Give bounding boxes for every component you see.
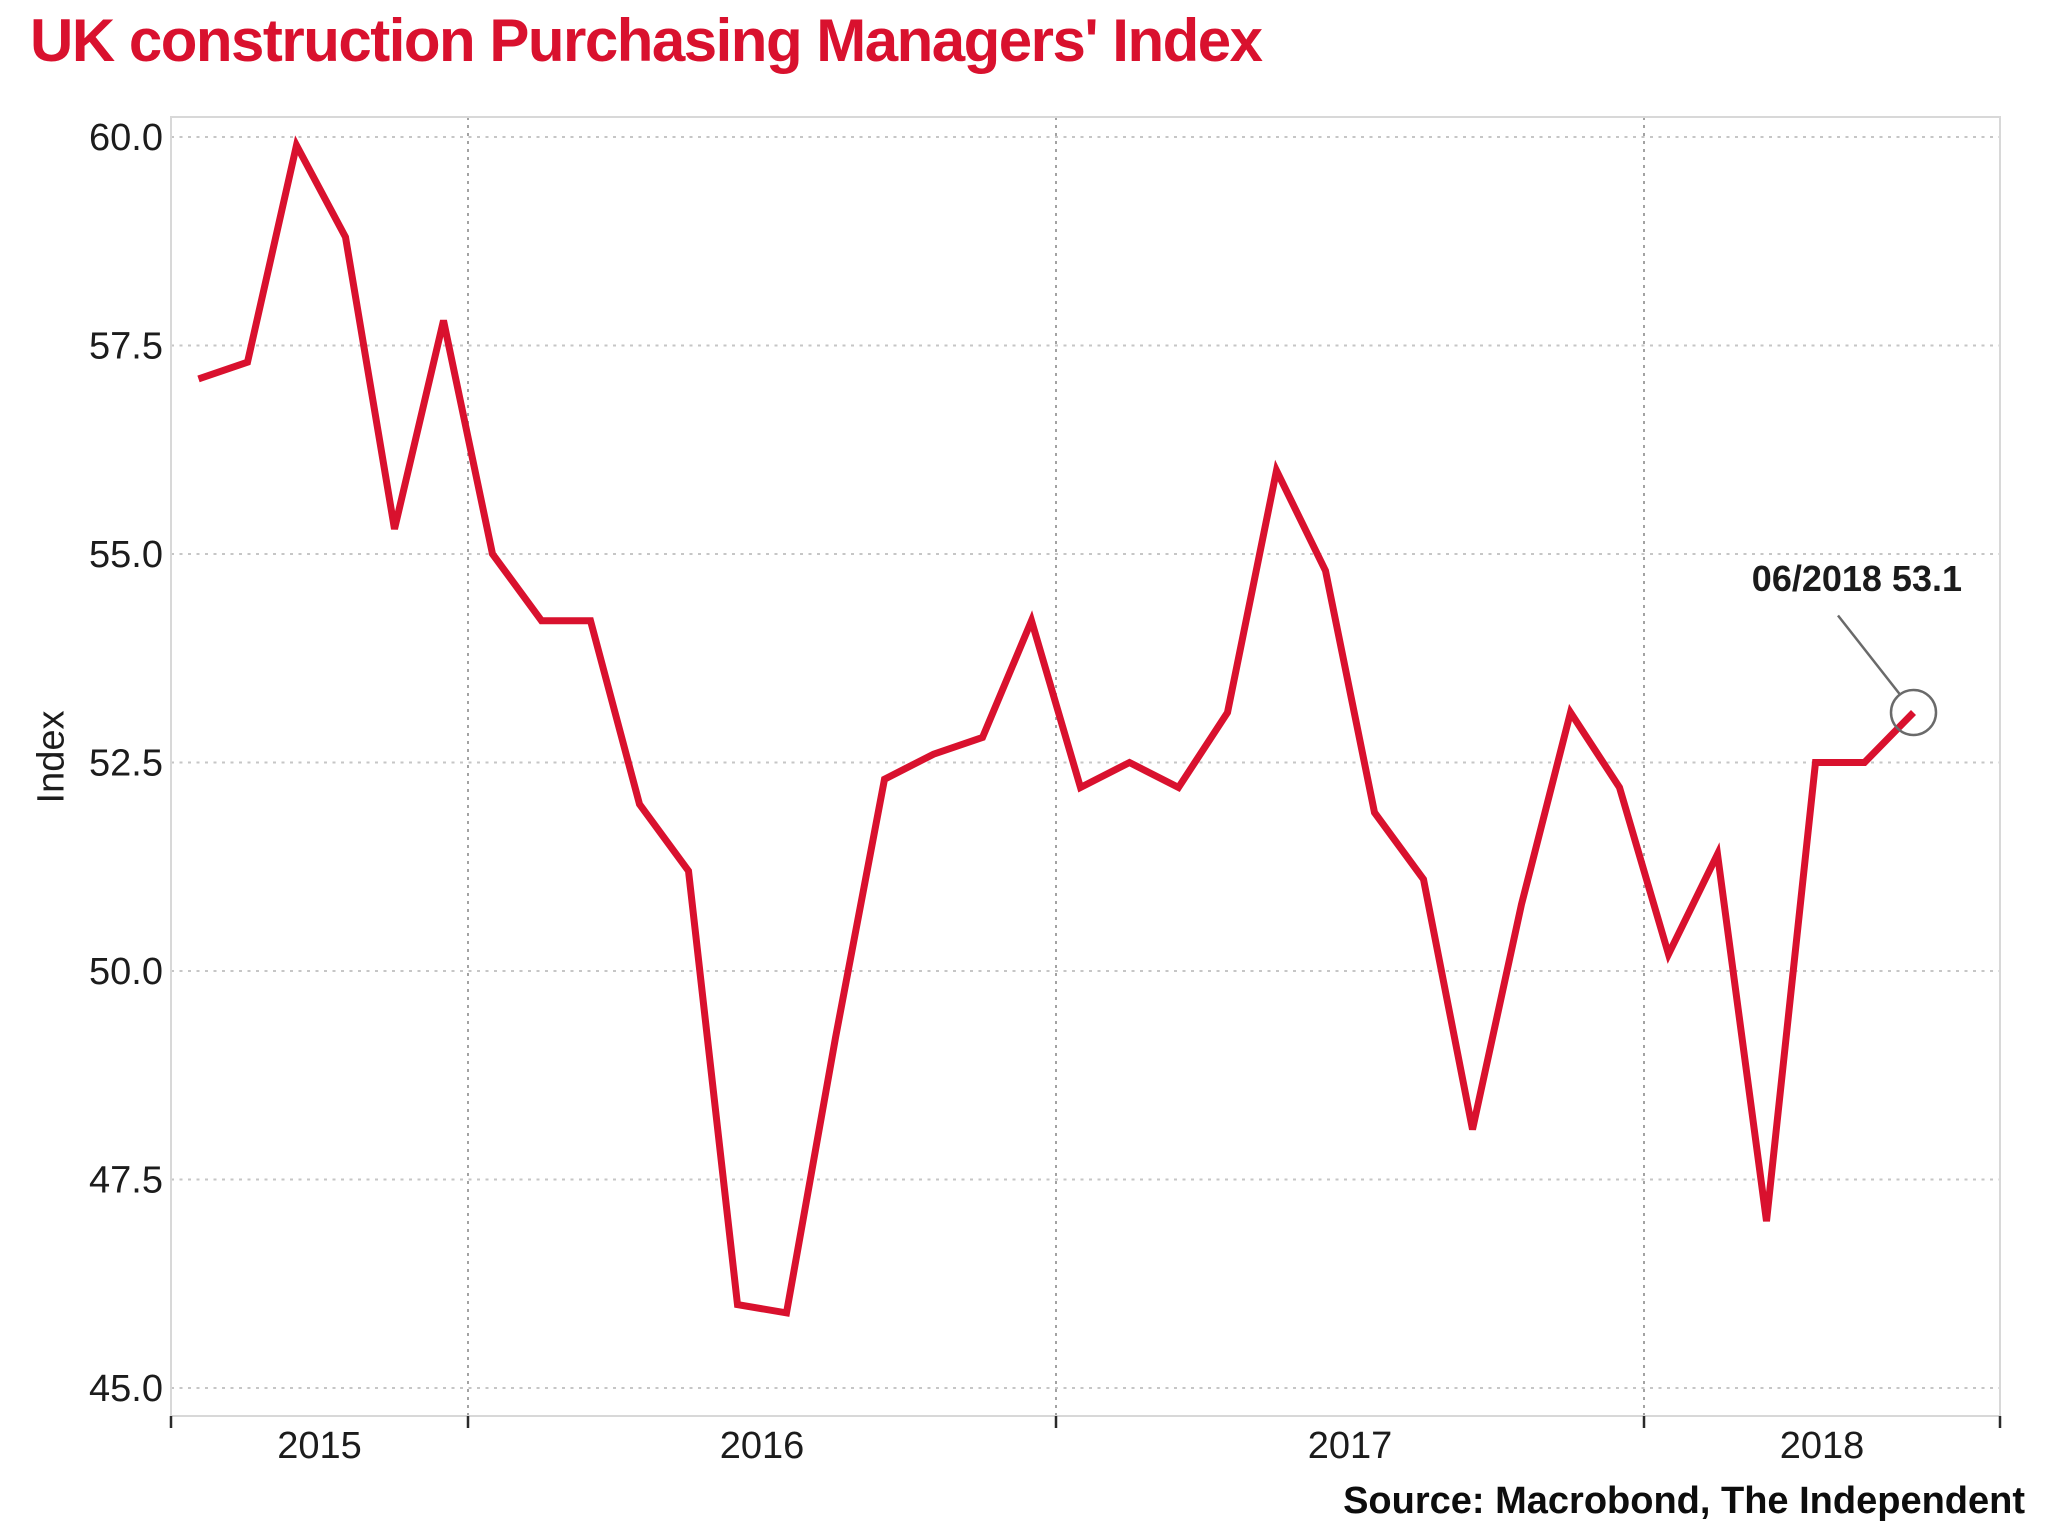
x-tick-label: 2016: [720, 1425, 805, 1467]
x-tick-label: 2017: [1308, 1425, 1393, 1467]
y-tick-label: 50.0: [89, 951, 163, 993]
y-tick-label: 57.5: [89, 326, 163, 368]
pmi-line: [197, 135, 1916, 1317]
annotation-leader-line: [1837, 614, 1901, 696]
y-tick-label: 60.0: [89, 117, 163, 159]
x-tick-label: 2018: [1780, 1425, 1865, 1467]
source-attribution: Source: Macrobond, The Independent: [1343, 1480, 2025, 1522]
y-axis-title: Index: [30, 710, 73, 804]
chart-title: UK construction Purchasing Managers' Ind…: [30, 7, 1263, 74]
y-tick-label: 45.0: [89, 1368, 163, 1410]
annotation-circle: [1889, 688, 1938, 737]
x-tick-label: 2015: [277, 1425, 362, 1467]
y-tick-label: 55.0: [89, 534, 163, 576]
y-tick-label: 52.5: [89, 743, 163, 785]
last-value-annotation: 06/2018 53.1: [1751, 558, 1962, 599]
y-tick-label: 47.5: [89, 1160, 163, 1202]
plot-border: [170, 116, 2001, 1417]
